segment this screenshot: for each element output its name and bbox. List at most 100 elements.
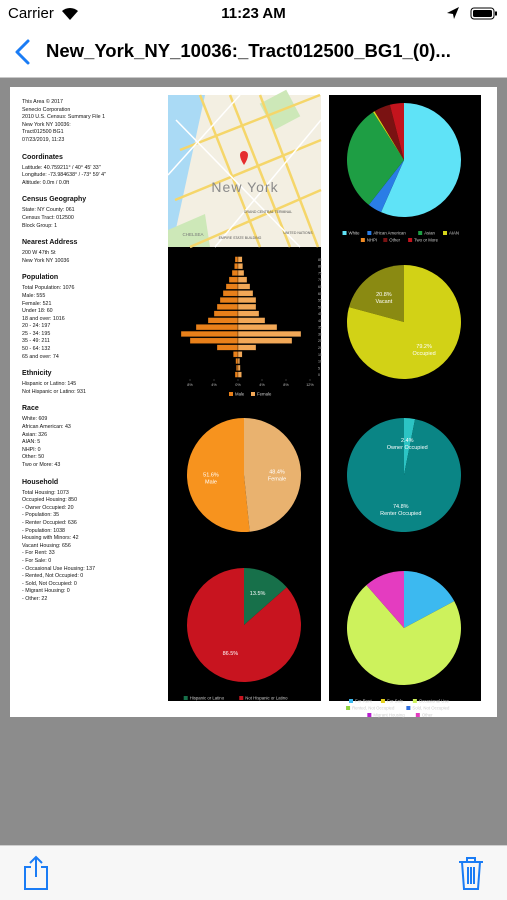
map-water xyxy=(168,95,205,247)
legend-swatch xyxy=(360,238,365,242)
section-heading: Nearest Address xyxy=(22,239,78,247)
section-line: Hispanic or Latino: 145 xyxy=(22,381,77,388)
share-button[interactable] xyxy=(22,855,50,891)
slice-value-label: 51.6% xyxy=(203,473,219,479)
section-line: Not Hispanic or Latino: 931 xyxy=(22,388,86,395)
legend-label: Occasional Use xyxy=(419,699,450,704)
section-line: Occupied Housing: 850 xyxy=(22,497,78,504)
back-button[interactable] xyxy=(12,38,34,66)
section-line: State: NY County: 061 xyxy=(22,207,75,214)
legend-label: Female xyxy=(257,392,272,397)
section-line: - For Sale: 0 xyxy=(22,557,52,564)
legend-label: Male xyxy=(235,392,245,397)
section-line: White: 609 xyxy=(22,416,48,423)
x-tick-label: 12% xyxy=(306,383,314,387)
slice-category-label: Occupied xyxy=(412,351,435,357)
pyramid-bar xyxy=(216,303,239,310)
navigation-bar: New_York_NY_10036:_Tract012500_BG1_(0)..… xyxy=(0,28,507,78)
section-line: - Population: 1038 xyxy=(22,527,65,534)
y-tick-label: 30 xyxy=(318,332,322,336)
legend-swatch xyxy=(406,706,411,710)
map-pin xyxy=(240,151,248,165)
delete-button[interactable] xyxy=(457,856,485,892)
pyramid-bar xyxy=(237,371,242,378)
pyramid-bar xyxy=(237,324,278,331)
pyramid-bar xyxy=(234,263,239,270)
y-tick-label: 10 xyxy=(318,360,322,364)
pyramid-bar xyxy=(237,263,243,270)
legend-label: Rented, Not Occupied xyxy=(352,706,395,711)
section-line: - Owner Occupied: 20 xyxy=(22,504,74,511)
legend-swatch xyxy=(443,231,448,235)
section-line: 200 W 47th St xyxy=(22,250,56,257)
pyramid-bar xyxy=(231,269,239,276)
slice-category-label: Vacant xyxy=(376,299,393,305)
map-label: EMPIRE STATE BUILDING xyxy=(219,236,262,240)
pyramid-bar xyxy=(237,256,243,263)
section-line: - Renter Occupied: 636 xyxy=(22,519,77,526)
pyramid-bar xyxy=(235,358,239,365)
legend-swatch xyxy=(367,713,372,717)
pyramid-bar xyxy=(207,317,239,324)
pyramid-bar xyxy=(236,364,239,371)
pyramid-bar xyxy=(237,364,241,371)
section-heading: Census Geography xyxy=(22,196,87,204)
pyramid-bar xyxy=(237,297,257,304)
pie-slice xyxy=(346,585,461,685)
section-heading: Coordinates xyxy=(22,153,63,161)
header-line: Senecio Corporation xyxy=(22,106,71,113)
y-tick-label: 25 xyxy=(318,339,322,343)
pyramid-bar xyxy=(213,310,239,317)
pyramid-bar xyxy=(237,358,240,365)
section-line: Longitude: -73.984638° / -73° 59' 4'' xyxy=(22,172,107,179)
y-tick-label: 50 xyxy=(318,305,322,309)
section-line: - Migrant Housing: 0 xyxy=(22,588,70,595)
section-line: Latitude: 40.759211° / 40° 45' 33'' xyxy=(22,164,101,171)
section-line: Altitude: 0.0m / 0.0ft xyxy=(22,179,70,186)
legend-label: NHPI xyxy=(367,238,377,243)
section-line: Male: 555 xyxy=(22,292,46,299)
pyramid-bar xyxy=(195,324,239,331)
clock: 11:23 AM xyxy=(221,5,286,22)
y-tick-label: 20 xyxy=(318,346,322,350)
slice-category-label: Owner Occupied xyxy=(387,445,428,451)
pie-slice xyxy=(186,418,250,533)
section-line: 50 - 64: 132 xyxy=(22,346,51,353)
y-tick-label: 55 xyxy=(318,299,322,303)
section-line: - Sold, Not Occupied: 0 xyxy=(22,580,77,587)
legend-swatch xyxy=(418,231,423,235)
pyramid-bar xyxy=(237,276,248,283)
section-line: 20 - 24: 197 xyxy=(22,323,51,330)
x-tick-label: 8% xyxy=(283,383,289,387)
legend-swatch xyxy=(229,392,233,396)
legend-label: Other xyxy=(422,713,433,718)
section-heading: Population xyxy=(22,274,59,282)
report-text: This Area © 2017 Senecio Corporation 2010 … xyxy=(22,99,164,604)
pie-slice xyxy=(381,103,462,217)
pyramid-bar xyxy=(237,303,257,310)
y-tick-label: 40 xyxy=(318,319,322,323)
map xyxy=(167,89,322,249)
slice-category-label: Male xyxy=(205,480,217,486)
pyramid-bar xyxy=(237,269,245,276)
map-label: GRAND CENTRAL TERMINAL xyxy=(244,210,292,214)
legend-swatch xyxy=(342,231,347,235)
header-line: This Area © 2017 xyxy=(22,99,64,105)
map-road xyxy=(174,93,322,249)
map-label: UNITED NATIONS xyxy=(283,231,313,235)
legend-label: Other xyxy=(389,238,400,243)
legend-swatch xyxy=(367,231,372,235)
pyramid-bar xyxy=(234,371,239,378)
status-icons xyxy=(447,7,497,20)
section-line: Total Housing: 1073 xyxy=(22,489,69,496)
map-street xyxy=(167,94,322,248)
legend-label: For Sale xyxy=(387,699,404,704)
x-tick-label: 4% xyxy=(211,383,217,387)
y-tick-label: 70 xyxy=(318,278,322,282)
pyramid-bar xyxy=(237,283,251,290)
y-tick-label: 0 xyxy=(318,373,320,377)
pyramid-bar xyxy=(219,297,239,304)
legend-label: African American xyxy=(373,231,406,236)
